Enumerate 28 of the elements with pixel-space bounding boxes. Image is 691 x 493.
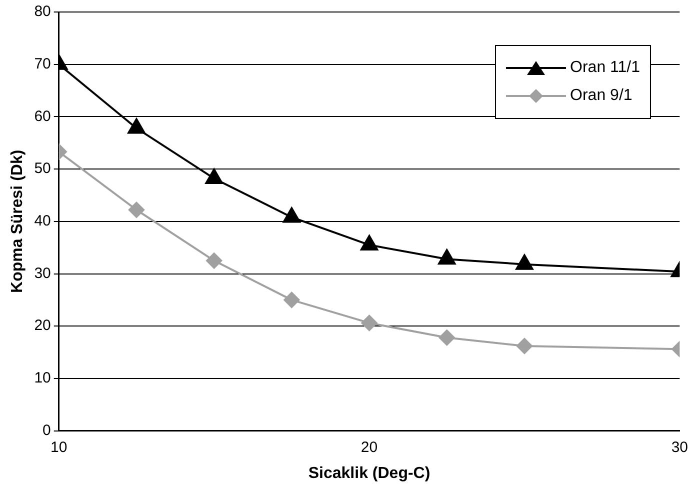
x-tick-label: 20 [360,438,378,456]
y-tick-label: 50 [34,160,51,178]
y-tick-label: 0 [42,422,51,439]
x-tick-label: 10 [50,438,68,456]
y-tick-label: 80 [34,3,51,20]
point [516,254,534,270]
x-axis-title: Sicaklik (Deg-C) [308,464,430,482]
y-tick-label: 40 [34,212,51,230]
y-axis-title: Kopma Süresi (Dk) [9,150,26,293]
point [282,207,300,223]
point [438,249,456,265]
y-tick-label: 30 [34,264,51,282]
point [128,202,144,218]
y-tick-label: 70 [34,55,51,72]
point [284,292,300,308]
point [516,338,532,354]
legend-label: Oran 11/1 [570,59,640,77]
point [438,330,455,346]
point [205,168,223,184]
y-tick-label: 60 [34,108,51,125]
y-tick-label: 10 [34,370,51,387]
y-tick-label: 20 [34,317,51,334]
x-tick-label: 30 [671,438,688,456]
point [361,314,378,331]
point [360,234,378,250]
legend-label: Oran 9/1 [570,87,632,105]
point [128,118,146,134]
point [206,252,222,269]
